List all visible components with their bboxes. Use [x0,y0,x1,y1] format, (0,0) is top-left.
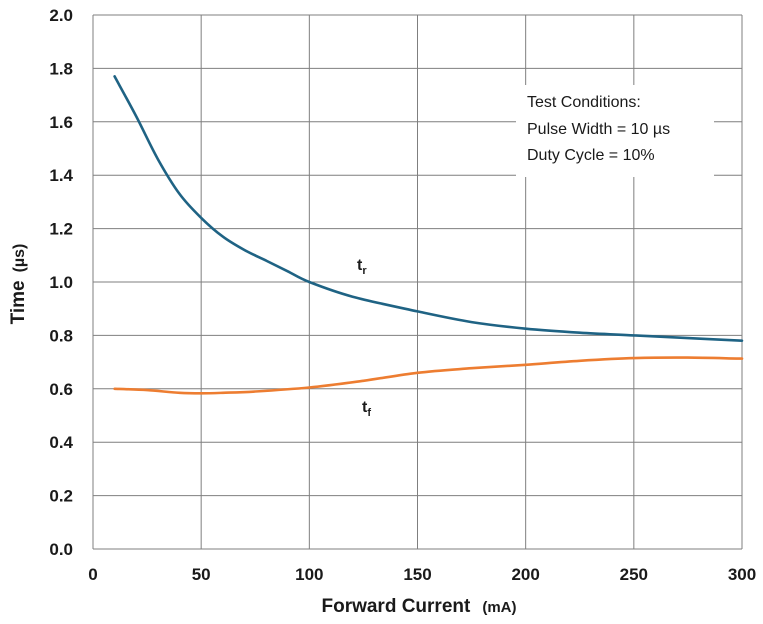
y-tick-label: 2.0 [49,6,73,25]
annotation-line-1: Test Conditions: [527,94,641,111]
x-axis-title-unit: (mA) [482,599,516,616]
x-tick-label: 50 [192,565,211,584]
y-tick-label: 0.4 [49,433,73,452]
y-tick-label: 0.0 [49,540,73,559]
tf-label-main: t [362,399,368,416]
y-tick-label: 0.6 [49,380,73,399]
y-tick-label: 1.8 [49,59,73,78]
tr-label-main: t [357,257,363,274]
x-tick-label: 150 [403,565,431,584]
tf-label-subscript: f [367,407,371,419]
y-axis-title-text: Time [8,280,29,324]
tr-series-line [113,75,744,342]
x-tick-label: 200 [511,565,539,584]
x-tick-label: 300 [728,565,756,584]
y-axis-title-unit: (µs) [11,244,28,273]
annotation-box: Test Conditions: Pulse Width = 10 µs Dut… [516,85,714,177]
data-series [113,75,744,395]
tf-series-line [113,356,744,395]
annotation-background [516,85,714,177]
x-axis-title-text: Forward Current [321,596,471,617]
y-tick-label: 1.0 [49,273,73,292]
y-tick-label: 0.2 [49,487,73,506]
x-axis-title: Forward Current (mA) [321,596,516,617]
tick-labels: 0 50 100 150 200 250 300 0.0 0.2 0.4 0.6 0.8 1.0 1.2 1… [49,6,756,584]
x-tick-label: 250 [620,565,648,584]
y-tick-label: 0.8 [49,326,73,345]
tr-label-subscript: r [362,265,367,277]
tr-curve-label: tr [357,257,367,277]
x-tick-label: 100 [295,565,323,584]
annotation-line-3: Duty Cycle = 10% [527,147,655,164]
y-axis-title: Time (µs) [8,244,29,325]
x-tick-label: 0 [88,565,97,584]
annotation-line-2: Pulse Width = 10 µs [527,121,670,138]
y-tick-label: 1.4 [49,166,73,185]
y-tick-label: 1.2 [49,220,73,239]
y-tick-label: 1.6 [49,113,73,132]
tf-curve-label: tf [362,399,371,419]
